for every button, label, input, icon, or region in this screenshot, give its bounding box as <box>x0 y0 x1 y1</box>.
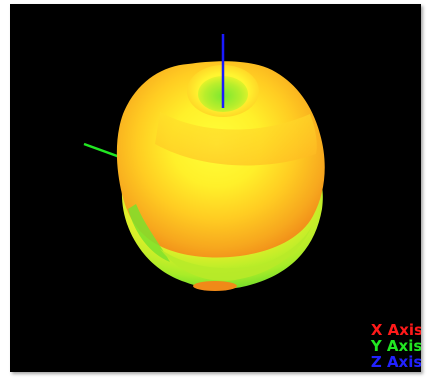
x-axis-label: X Axis <box>370 321 421 339</box>
y-axis-label: Y Axis <box>370 337 421 355</box>
apple-side-shade <box>155 112 317 166</box>
3d-scene <box>83 34 325 291</box>
3d-viewport[interactable]: X Axis Y Axis Z Axis <box>10 4 421 372</box>
axis-legend: X Axis Y Axis Z Axis <box>371 322 421 370</box>
z-axis-label: Z Axis <box>370 353 421 371</box>
apple-bottom-tip <box>193 281 237 291</box>
apple-green-patch-bottom <box>160 226 312 281</box>
apple-green-patch-left <box>128 204 170 262</box>
